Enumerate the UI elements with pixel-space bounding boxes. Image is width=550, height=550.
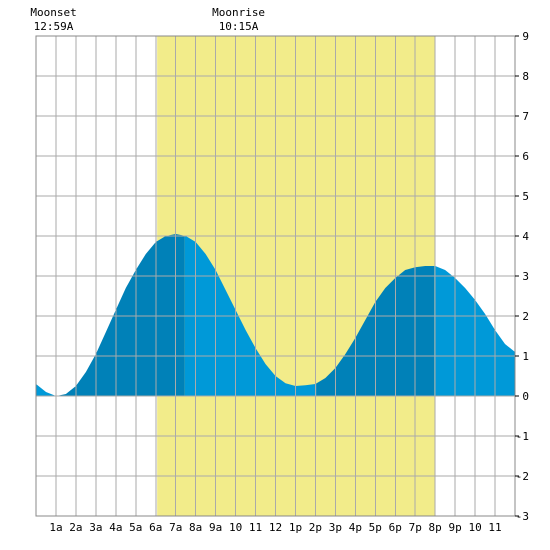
y-tick-label: 6 [522, 150, 529, 163]
moon-event-label: Moonrise [212, 6, 265, 19]
y-tick-label: 3 [522, 270, 529, 283]
x-tick-label: 9p [449, 521, 462, 534]
y-tick-label: -2 [516, 470, 529, 483]
x-tick-label: 12 [269, 521, 282, 534]
x-tick-label: 5p [369, 521, 382, 534]
tide-area-falling [36, 384, 60, 396]
x-tick-label: 1a [49, 521, 62, 534]
x-tick-label: 8p [429, 521, 442, 534]
x-tick-label: 5a [129, 521, 142, 534]
moon-event-label: Moonset [30, 6, 76, 19]
x-tick-label: 6a [149, 521, 162, 534]
y-tick-label: 8 [522, 70, 529, 83]
x-tick-label: 2p [309, 521, 322, 534]
y-tick-label: 1 [522, 350, 529, 363]
x-tick-label: 1p [289, 521, 302, 534]
x-tick-label: 3a [89, 521, 102, 534]
moon-event-time: 12:59A [34, 20, 74, 33]
x-tick-label: 3p [329, 521, 342, 534]
x-tick-label: 10 [229, 521, 242, 534]
x-tick-label: 9a [209, 521, 222, 534]
x-tick-label: 6p [389, 521, 402, 534]
x-tick-label: 10 [468, 521, 481, 534]
x-tick-label: 7a [169, 521, 182, 534]
x-tick-label: 11 [488, 521, 501, 534]
y-tick-label: 7 [522, 110, 529, 123]
y-tick-label: -1 [516, 430, 529, 443]
y-tick-label: 5 [522, 190, 529, 203]
y-tick-label: 2 [522, 310, 529, 323]
x-tick-label: 8a [189, 521, 202, 534]
x-tick-label: 2a [69, 521, 82, 534]
x-tick-label: 11 [249, 521, 262, 534]
y-tick-label: 4 [522, 230, 529, 243]
moon-event-time: 10:15A [219, 20, 259, 33]
y-tick-label: 0 [522, 390, 529, 403]
y-tick-label: -3 [516, 510, 529, 523]
x-tick-label: 4p [349, 521, 362, 534]
x-tick-label: 4a [109, 521, 122, 534]
x-tick-label: 7p [409, 521, 422, 534]
y-tick-label: 9 [522, 30, 529, 43]
